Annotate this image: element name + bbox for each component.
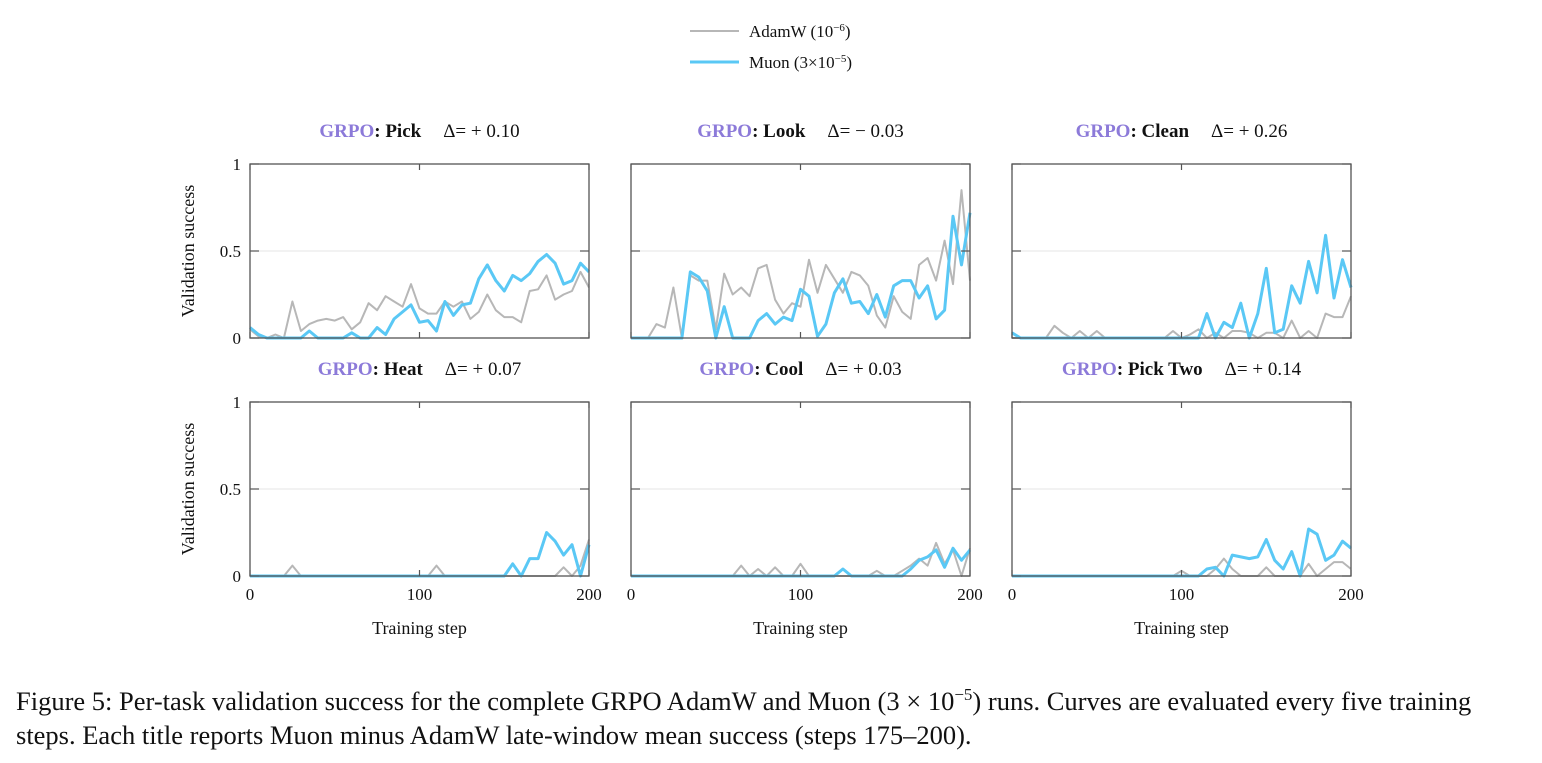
y-tick-label: 0.5 [220, 242, 241, 261]
panel-title: GRPO: Cool Δ= + 0.03 [699, 359, 901, 380]
task-label: : Cool [754, 359, 803, 380]
panel-2: GRPO: Look Δ= − 0.03 [630, 121, 972, 340]
caption-text-part1: Figure 5: Per-task validation success fo… [16, 685, 955, 716]
series-line-muon [249, 253, 591, 340]
figure-caption: Figure 5: Per-task validation success fo… [16, 678, 1531, 752]
y-tick-label: 0 [233, 329, 242, 348]
panel-5: GRPO: Cool Δ= + 0.03 0 100 200 Training step [627, 359, 983, 638]
panel-6: GRPO: Pick Two Δ= + 0.14 0 100 200 Training s… [1008, 359, 1364, 638]
method-label: GRPO [319, 121, 374, 142]
x-axis-label: Training step [753, 618, 848, 638]
delta-label: Δ= − 0.03 [827, 121, 903, 142]
x-tick-label: 0 [627, 585, 636, 604]
task-label: : Pick [374, 121, 421, 142]
y-axis-label: Validation success [178, 185, 198, 317]
x-axis-label: Training step [1134, 618, 1229, 638]
panel-1: GRPO: Pick Δ= + 0.10 0 0.5 1 Validation succe… [178, 121, 591, 348]
task-label: : Look [752, 121, 806, 142]
x-tick-label: 200 [957, 585, 983, 604]
legend-label: AdamW (10−6) [749, 22, 851, 41]
method-label: GRPO [318, 359, 373, 380]
y-tick-label: 0 [233, 567, 242, 586]
x-tick-label: 0 [1008, 585, 1017, 604]
series-line-adamw [249, 270, 590, 339]
x-tick-label: 0 [246, 585, 255, 604]
y-tick-label: 1 [233, 393, 242, 412]
series-line-muon [631, 212, 972, 340]
legend-label: Muon (3×10−5) [749, 53, 852, 72]
legend-entry: Muon (3×10−5) [690, 53, 852, 72]
method-label: GRPO [1062, 359, 1117, 380]
legend-entry: AdamW (10−6) [690, 22, 851, 41]
task-label: : Pick Two [1117, 359, 1203, 380]
x-axis-label: Training step [372, 618, 467, 638]
panel-3: GRPO: Clean Δ= + 0.26 [1011, 121, 1353, 340]
legend: AdamW (10−6) Muon (3×10−5) [690, 22, 852, 72]
x-tick-label: 100 [407, 585, 433, 604]
panel-title: GRPO: Pick Two Δ= + 0.14 [1062, 359, 1302, 380]
x-tick-label: 200 [576, 585, 602, 604]
x-tick-label: 100 [1169, 585, 1195, 604]
series-line-muon [250, 531, 591, 578]
panel-title: GRPO: Clean Δ= + 0.26 [1076, 121, 1288, 142]
series-line-adamw [631, 189, 971, 339]
y-tick-label: 1 [233, 155, 242, 174]
delta-label: Δ= + 0.26 [1211, 121, 1287, 142]
delta-label: Δ= + 0.14 [1225, 359, 1302, 380]
task-label: : Heat [373, 359, 424, 380]
x-tick-label: 100 [788, 585, 814, 604]
method-label: GRPO [699, 359, 754, 380]
y-axis-label: Validation success [178, 423, 198, 555]
delta-label: Δ= + 0.03 [825, 359, 901, 380]
panel-4: GRPO: Heat Δ= + 0.07 0 0.5 1 0 100 200 Validatio… [178, 359, 602, 638]
method-label: GRPO [697, 121, 752, 142]
panel-title: GRPO: Look Δ= − 0.03 [697, 121, 904, 142]
caption-text-part2: ) runs. Curves are evaluated every five … [16, 685, 1472, 750]
method-label: GRPO [1076, 121, 1131, 142]
task-label: : Clean [1130, 121, 1189, 142]
panel-title: GRPO: Pick Δ= + 0.10 [319, 121, 519, 142]
delta-label: Δ= + 0.07 [445, 359, 521, 380]
series-line-muon [1012, 527, 1352, 578]
caption-exponent: −5 [954, 685, 973, 704]
delta-label: Δ= + 0.10 [443, 121, 519, 142]
figure-canvas: AdamW (10−6)Muon (3×10−5)GRPO: Pick Δ= + … [178, 22, 1364, 638]
x-tick-label: 200 [1338, 585, 1364, 604]
panel-title: GRPO: Heat Δ= + 0.07 [318, 359, 521, 380]
y-tick-label: 0.5 [220, 480, 241, 499]
